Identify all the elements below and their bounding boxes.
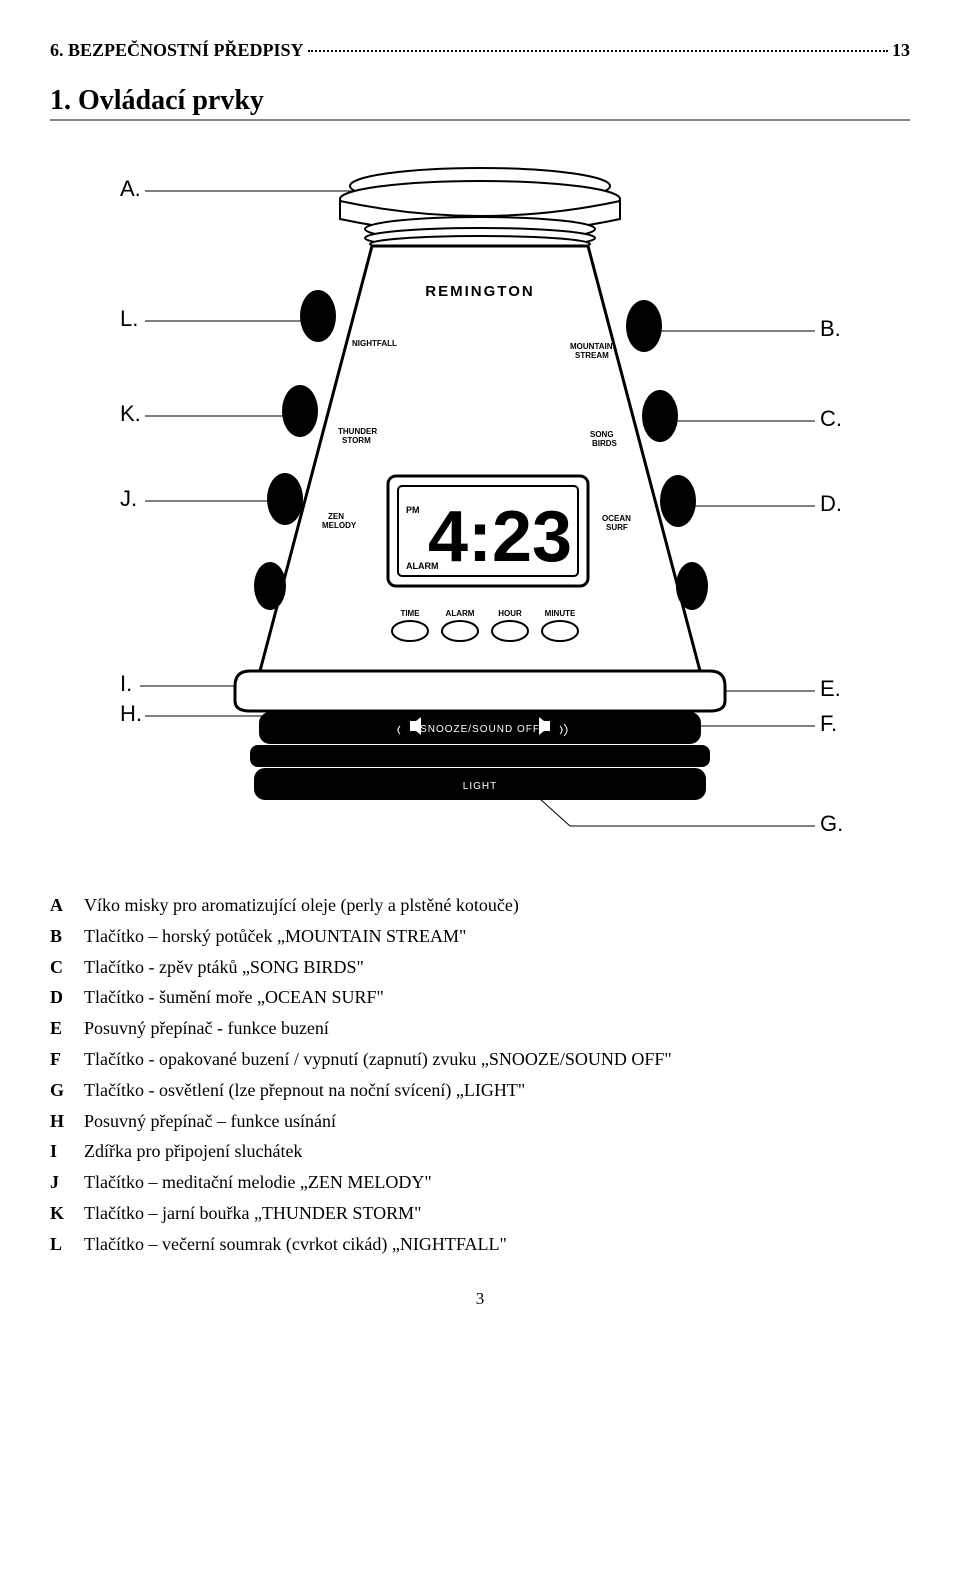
page-number: 3 bbox=[50, 1289, 910, 1309]
legend-letter: G bbox=[50, 1076, 84, 1105]
legend-letter: F bbox=[50, 1045, 84, 1074]
label-K: K. bbox=[120, 401, 141, 426]
lcd-pm: PM bbox=[406, 505, 420, 515]
label-I: I. bbox=[120, 671, 132, 696]
legend-row: BTlačítko – horský potůček „MOUNTAIN STR… bbox=[50, 922, 910, 951]
lbl-zen2: MELODY bbox=[322, 521, 357, 530]
legend-text: Tlačítko – večerní soumrak (cvrkot cikád… bbox=[84, 1230, 910, 1259]
legend-letter: L bbox=[50, 1230, 84, 1259]
lbl-zen1: ZEN bbox=[328, 512, 344, 521]
label-G: G. bbox=[820, 811, 843, 836]
toc-dots bbox=[308, 50, 888, 52]
snooze-label: SNOOZE/SOUND OFF bbox=[420, 724, 540, 735]
legend-letter: D bbox=[50, 983, 84, 1012]
light-label: LIGHT bbox=[463, 781, 497, 792]
lbl-song1: SONG bbox=[590, 430, 614, 439]
label-E: E. bbox=[820, 676, 841, 701]
toc-title: 6. BEZPEČNOSTNÍ PŘEDPISY bbox=[50, 40, 304, 61]
toc-page: 13 bbox=[892, 40, 910, 61]
legend-text: Posuvný přepínač - funkce buzení bbox=[84, 1014, 910, 1043]
legend-text: Zdířka pro připojení sluchátek bbox=[84, 1137, 910, 1166]
legend-letter: I bbox=[50, 1137, 84, 1166]
legend-text: Tlačítko – meditační melodie „ZEN MELODY… bbox=[84, 1168, 910, 1197]
btn-alarm: ALARM bbox=[446, 609, 475, 618]
lbl-ocean1: OCEAN bbox=[602, 514, 631, 523]
label-L: L. bbox=[120, 306, 138, 331]
section-heading: 1. Ovládací prvky bbox=[50, 85, 910, 121]
legend-text: Víko misky pro aromatizující oleje (perl… bbox=[84, 891, 910, 920]
legend-text: Tlačítko – horský potůček „MOUNTAIN STRE… bbox=[84, 922, 910, 951]
label-H: H. bbox=[120, 701, 142, 726]
legend-letter: H bbox=[50, 1107, 84, 1136]
lbl-mtn2: STREAM bbox=[575, 351, 609, 360]
legend-text: Tlačítko - osvětlení (lze přepnout na no… bbox=[84, 1076, 910, 1105]
legend-text: Tlačítko – jarní bouřka „THUNDER STORM" bbox=[84, 1199, 910, 1228]
legend-letter: C bbox=[50, 953, 84, 982]
legend-row: HPosuvný přepínač – funkce usínání bbox=[50, 1107, 910, 1136]
legend-row: LTlačítko – večerní soumrak (cvrkot ciká… bbox=[50, 1230, 910, 1259]
label-A: A. bbox=[120, 176, 141, 201]
lbl-thunder2: STORM bbox=[342, 436, 371, 445]
lbl-song2: BIRDS bbox=[592, 439, 618, 448]
legend-letter: J bbox=[50, 1168, 84, 1197]
legend-row: GTlačítko - osvětlení (lze přepnout na n… bbox=[50, 1076, 910, 1105]
label-J: J. bbox=[120, 486, 137, 511]
brand-text: REMINGTON bbox=[425, 283, 534, 300]
legend-text: Tlačítko - šumění moře „OCEAN SURF" bbox=[84, 983, 910, 1012]
legend-list: AVíko misky pro aromatizující oleje (per… bbox=[50, 891, 910, 1259]
legend-letter: A bbox=[50, 891, 84, 920]
btn-hour: HOUR bbox=[498, 609, 522, 618]
device-svg: .lab { font: 22px Arial, sans-serif; } .… bbox=[100, 141, 860, 861]
btn-time: TIME bbox=[400, 609, 420, 618]
legend-letter: E bbox=[50, 1014, 84, 1043]
label-F: F. bbox=[820, 711, 837, 736]
legend-row: JTlačítko – meditační melodie „ZEN MELOD… bbox=[50, 1168, 910, 1197]
legend-row: IZdířka pro připojení sluchátek bbox=[50, 1137, 910, 1166]
label-C: C. bbox=[820, 406, 842, 431]
lcd-time: 4:23 bbox=[428, 497, 572, 577]
legend-text: Tlačítko - zpěv ptáků „SONG BIRDS" bbox=[84, 953, 910, 982]
legend-row: AVíko misky pro aromatizující oleje (per… bbox=[50, 891, 910, 920]
legend-row: KTlačítko – jarní bouřka „THUNDER STORM" bbox=[50, 1199, 910, 1228]
label-B: B. bbox=[820, 316, 841, 341]
legend-row: EPosuvný přepínač - funkce buzení bbox=[50, 1014, 910, 1043]
legend-letter: K bbox=[50, 1199, 84, 1228]
label-D: D. bbox=[820, 491, 842, 516]
legend-text: Tlačítko - opakované buzení / vypnutí (z… bbox=[84, 1045, 910, 1074]
lbl-thunder1: THUNDER bbox=[338, 427, 377, 436]
device-diagram: .lab { font: 22px Arial, sans-serif; } .… bbox=[100, 141, 860, 861]
legend-text: Posuvný přepínač – funkce usínání bbox=[84, 1107, 910, 1136]
btn-minute: MINUTE bbox=[545, 609, 576, 618]
legend-row: CTlačítko - zpěv ptáků „SONG BIRDS" bbox=[50, 953, 910, 982]
lbl-nightfall: NIGHTFALL bbox=[352, 339, 397, 348]
lbl-ocean2: SURF bbox=[606, 523, 628, 532]
legend-row: FTlačítko - opakované buzení / vypnutí (… bbox=[50, 1045, 910, 1074]
legend-row: DTlačítko - šumění moře „OCEAN SURF" bbox=[50, 983, 910, 1012]
toc-entry: 6. BEZPEČNOSTNÍ PŘEDPISY 13 bbox=[50, 40, 910, 61]
lbl-mtn1: MOUNTAIN bbox=[570, 342, 613, 351]
legend-letter: B bbox=[50, 922, 84, 951]
